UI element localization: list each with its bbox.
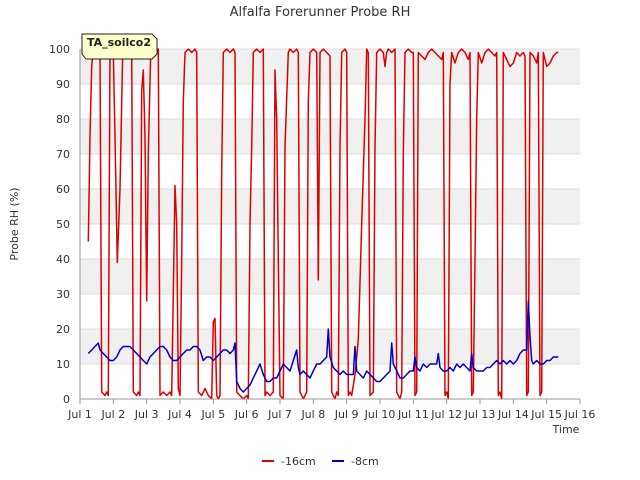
x-tick-label: Jul 9 xyxy=(334,408,359,421)
x-tick-label: Jul 1 xyxy=(67,408,92,421)
y-tick-label: 50 xyxy=(56,218,70,231)
y-tick-label: 20 xyxy=(56,323,70,336)
y-tick-label: 80 xyxy=(56,113,70,126)
y-tick-label: 0 xyxy=(63,393,70,406)
x-tick-label: Jul 5 xyxy=(200,408,225,421)
legend-label: -8cm xyxy=(351,455,379,468)
series-line-8cm xyxy=(87,300,559,393)
x-tick-label: Jul 4 xyxy=(167,408,192,421)
legend-label: -16cm xyxy=(281,455,316,468)
series-lines xyxy=(87,48,559,400)
plot-band xyxy=(80,259,580,294)
x-tick-label: Jul 6 xyxy=(234,408,259,421)
y-tick-label: 70 xyxy=(56,148,70,161)
y-tick-label: 90 xyxy=(56,78,70,91)
y-axis-title: Probe RH (%) xyxy=(8,187,21,260)
y-tick-label: 40 xyxy=(56,253,70,266)
x-tick-label: Jul 14 xyxy=(497,408,529,421)
legend: -16cm -8cm xyxy=(262,455,379,468)
x-tick-label: Jul 3 xyxy=(134,408,159,421)
chart-title: Alfalfa Forerunner Probe RH xyxy=(230,5,411,20)
site-badge-box xyxy=(81,33,158,60)
x-tick-label: Jul 7 xyxy=(267,408,292,421)
site-badge-label: TA_soilco2 xyxy=(87,36,151,49)
y-tick-label: 100 xyxy=(49,43,70,56)
x-tick-label: Jul 12 xyxy=(430,408,462,421)
x-tick-label: Jul 16 xyxy=(564,408,596,421)
site-badge: TA_soilco2 xyxy=(81,33,158,60)
x-tick-label: Jul 15 xyxy=(530,408,562,421)
y-tick-label: 60 xyxy=(56,183,70,196)
y-tick-label: 10 xyxy=(56,358,70,371)
x-tick-label: Jul 10 xyxy=(364,408,396,421)
series-line-16cm xyxy=(87,48,559,400)
x-axis-title: Time xyxy=(552,423,580,436)
x-tick-label: Jul 8 xyxy=(300,408,325,421)
y-axis-ticks: 0 10 20 30 40 50 60 70 80 90 100 xyxy=(49,43,70,406)
x-tick-label: Jul 13 xyxy=(464,408,496,421)
x-axis-ticks: Jul 1 Jul 2 Jul 3 Jul 4 Jul 5 Jul 6 Jul 7 Jul 8… xyxy=(67,399,595,421)
x-tick-label: Jul 2 xyxy=(100,408,125,421)
y-tick-label: 30 xyxy=(56,288,70,301)
x-tick-label: Jul 11 xyxy=(397,408,429,421)
